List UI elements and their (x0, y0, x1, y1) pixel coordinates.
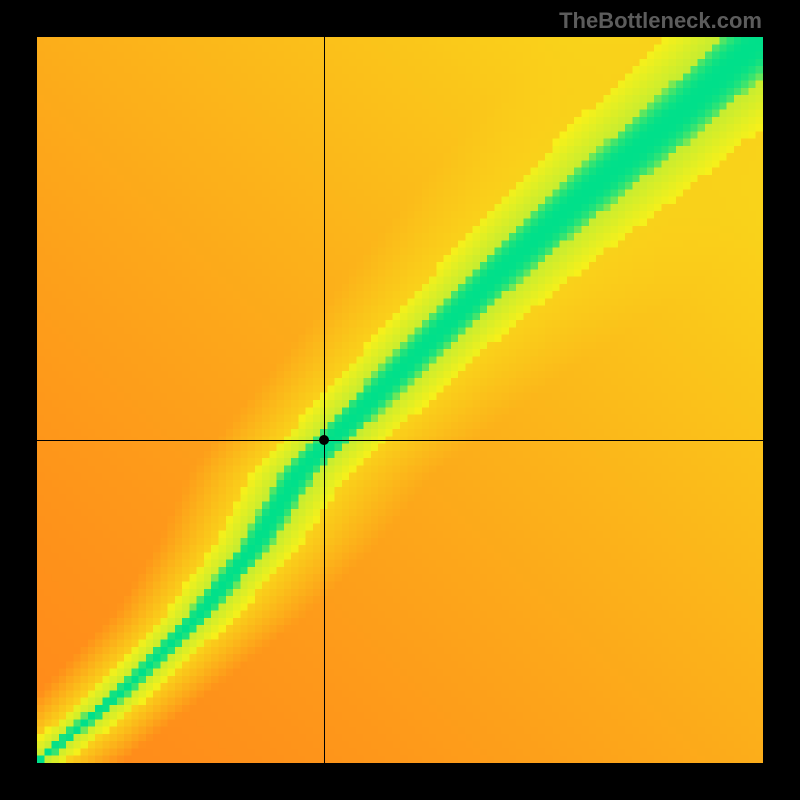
heatmap-plot (37, 37, 763, 763)
heatmap-canvas (37, 37, 763, 763)
crosshair-vertical (324, 37, 325, 763)
watermark-text: TheBottleneck.com (559, 8, 762, 34)
crosshair-marker (319, 435, 329, 445)
crosshair-horizontal (37, 440, 763, 441)
